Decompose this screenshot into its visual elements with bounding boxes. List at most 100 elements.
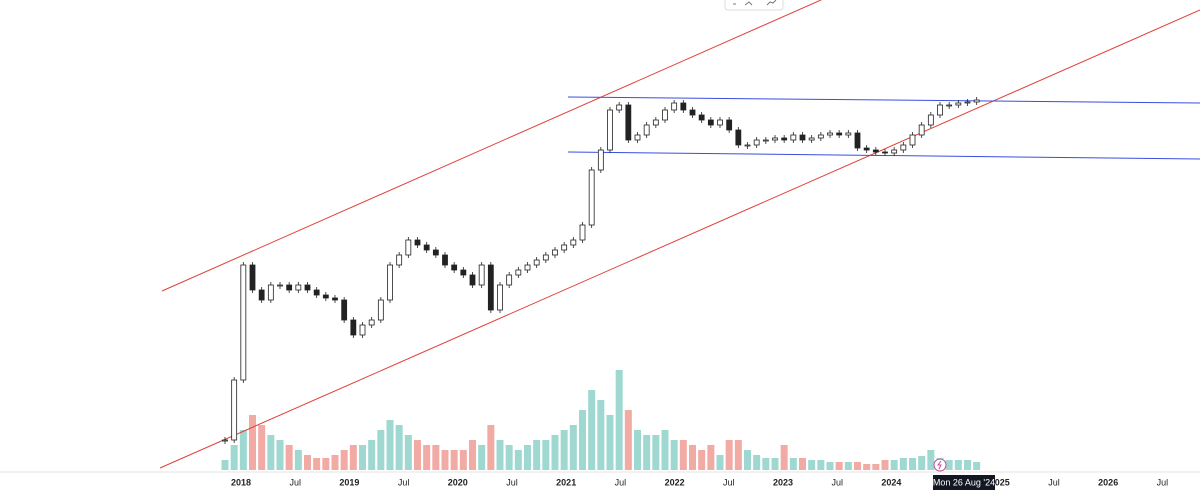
candle (726, 119, 733, 131)
volume-bar (441, 450, 449, 470)
candle (515, 269, 522, 276)
volume-bar (267, 435, 275, 470)
volume-bar (817, 460, 825, 470)
volume-bar (652, 435, 660, 470)
candle (524, 264, 531, 271)
x-tick-label: 2018 (231, 477, 251, 487)
volume-bar (349, 445, 357, 470)
volume-bar (661, 430, 669, 470)
x-tick-label: Jul (1048, 477, 1060, 487)
candle (900, 144, 907, 151)
x-tick-label: Jul (398, 477, 410, 487)
volume-bar (826, 462, 834, 470)
candle (506, 274, 513, 286)
toolbar-box[interactable] (724, 0, 784, 11)
volume-bar (918, 456, 926, 470)
volume-bar (890, 460, 898, 470)
volume-bar (239, 430, 247, 470)
volume-bar (514, 450, 522, 470)
candle (350, 319, 357, 336)
x-tick-label: Jul (615, 477, 627, 487)
candle (891, 149, 898, 154)
candle (249, 264, 256, 291)
volume-bar (854, 462, 861, 470)
volume-bar (423, 445, 431, 470)
volume-bar (909, 458, 916, 470)
candle (634, 134, 641, 141)
candle (671, 102, 678, 111)
candle (964, 101, 971, 104)
volume-bar (780, 445, 788, 470)
volume-bar (771, 458, 779, 470)
time-axis: 2018 Jul 2019 Jul 2020 Jul 2021 Jul 2022 Jul 2023 J… (231, 477, 1168, 487)
volume-bar (698, 450, 706, 470)
volume-bar (716, 455, 724, 470)
volume-bar (340, 450, 348, 470)
toolbar[interactable] (724, 0, 784, 11)
candle (662, 109, 668, 121)
candle (909, 134, 916, 146)
volume-bar (478, 445, 486, 470)
range-line (567, 151, 1200, 160)
volume-bar (359, 445, 366, 470)
volume-bar (542, 440, 550, 470)
candle (937, 104, 943, 116)
x-tick-label: 2020 (448, 477, 468, 487)
candle (735, 129, 742, 146)
x-tick-label: 2021 (556, 477, 576, 487)
candle (332, 297, 338, 301)
candle (570, 239, 577, 246)
volume-bar (533, 440, 541, 470)
volume-bar (395, 425, 403, 470)
volume-bar (294, 450, 302, 470)
candle (561, 244, 568, 251)
candle (579, 224, 586, 241)
candle (359, 324, 366, 336)
candle (478, 264, 485, 286)
candle-layer (222, 97, 980, 444)
volume-bar (414, 440, 421, 470)
candle (497, 284, 503, 311)
candle (414, 239, 421, 246)
toolbar-icon[interactable] (766, 0, 777, 6)
volume-bar (753, 455, 761, 470)
volume-bar (799, 458, 806, 470)
candle (588, 169, 595, 226)
volume-bar (808, 460, 816, 470)
volume-bar (744, 450, 751, 470)
candle (322, 294, 329, 299)
volume-bar (276, 440, 284, 470)
trend-line (161, 0, 823, 292)
volume-bar (313, 458, 321, 470)
candle (753, 139, 760, 146)
volume-bar (432, 445, 440, 470)
volume-bar (734, 440, 742, 470)
candle (616, 104, 623, 111)
candle (927, 114, 934, 126)
candle (744, 144, 751, 147)
x-tick-label: Jul (506, 477, 518, 487)
candle (689, 109, 696, 116)
volume-bar (707, 445, 715, 470)
candle (882, 151, 888, 154)
candle (341, 299, 348, 321)
x-tick-label: Jul (831, 477, 843, 487)
volume-bar (469, 440, 476, 470)
volume-bar (249, 415, 256, 470)
x-tick-label: Jul (1157, 477, 1169, 487)
volume-bar (304, 455, 311, 470)
volume-bar (954, 460, 962, 470)
volume-bar (634, 430, 641, 470)
x-tick-label: 2019 (339, 477, 359, 487)
volume-bar (863, 464, 871, 470)
volume-bar (404, 435, 412, 470)
range-line (567, 96, 1200, 104)
volume-bar (844, 462, 852, 470)
candle (222, 439, 228, 442)
toolbar-icon[interactable] (733, 1, 753, 6)
volume-bar (221, 460, 229, 470)
x-tick-label: Jul (723, 477, 735, 487)
volume-bar (331, 455, 339, 470)
candle (396, 254, 403, 266)
